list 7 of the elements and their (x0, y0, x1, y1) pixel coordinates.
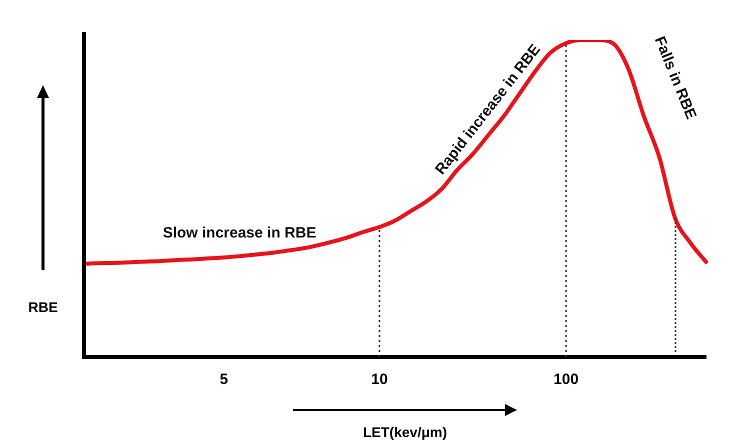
x-axis-title: LET(kev/μm) (362, 424, 448, 440)
annotation: Slow increase in RBE (162, 224, 316, 242)
x-tick-label: 100 (554, 371, 579, 388)
y-axis-title: RBE (28, 299, 58, 315)
annotation: Falls in RBE (650, 34, 700, 122)
x-tick-label: 10 (371, 371, 388, 388)
x-tick-label: 5 (220, 371, 228, 388)
